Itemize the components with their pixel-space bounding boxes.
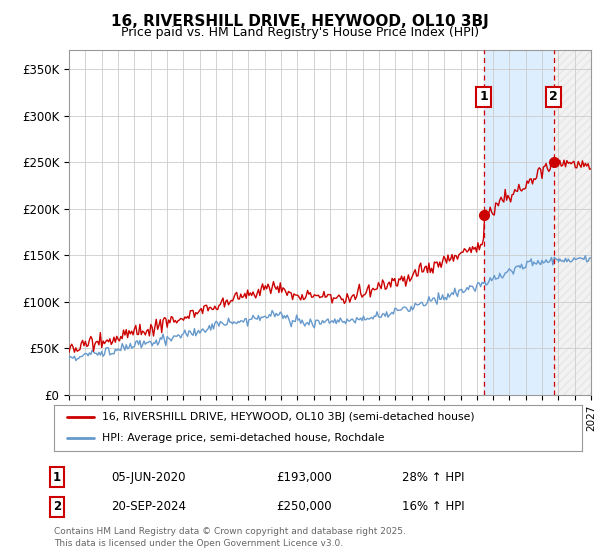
Text: 16% ↑ HPI: 16% ↑ HPI bbox=[402, 500, 464, 514]
Text: 2: 2 bbox=[550, 91, 558, 104]
Text: Price paid vs. HM Land Registry's House Price Index (HPI): Price paid vs. HM Land Registry's House … bbox=[121, 26, 479, 39]
Text: 2: 2 bbox=[53, 500, 61, 514]
Bar bbox=[554, 50, 591, 395]
Bar bbox=[554, 50, 591, 395]
Text: 20-SEP-2024: 20-SEP-2024 bbox=[111, 500, 186, 514]
Text: 28% ↑ HPI: 28% ↑ HPI bbox=[402, 470, 464, 484]
Text: 1: 1 bbox=[479, 91, 488, 104]
Text: 1: 1 bbox=[53, 470, 61, 484]
Text: 16, RIVERSHILL DRIVE, HEYWOOD, OL10 3BJ (semi-detached house): 16, RIVERSHILL DRIVE, HEYWOOD, OL10 3BJ … bbox=[101, 412, 474, 422]
Text: £250,000: £250,000 bbox=[276, 500, 332, 514]
Text: 16, RIVERSHILL DRIVE, HEYWOOD, OL10 3BJ: 16, RIVERSHILL DRIVE, HEYWOOD, OL10 3BJ bbox=[111, 14, 489, 29]
Bar bbox=[484, 50, 554, 395]
Text: Contains HM Land Registry data © Crown copyright and database right 2025.
This d: Contains HM Land Registry data © Crown c… bbox=[54, 527, 406, 548]
Text: £193,000: £193,000 bbox=[276, 470, 332, 484]
Text: 05-JUN-2020: 05-JUN-2020 bbox=[111, 470, 185, 484]
Text: HPI: Average price, semi-detached house, Rochdale: HPI: Average price, semi-detached house,… bbox=[101, 433, 384, 444]
